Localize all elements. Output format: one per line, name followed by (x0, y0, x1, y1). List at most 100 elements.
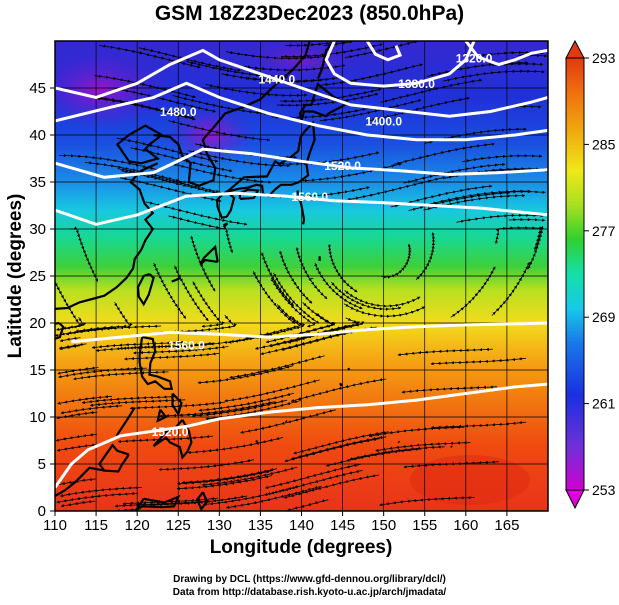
streamline (114, 87, 217, 113)
colorbar-tick-label: 261 (592, 396, 616, 412)
streamline (462, 154, 543, 163)
streamline (56, 443, 98, 452)
height-contour (55, 191, 548, 226)
credit-line-2: Data from http://database.rish.kyoto-u.a… (172, 587, 447, 598)
streamline (276, 92, 379, 107)
colorbar-body (565, 57, 585, 491)
coastline (339, 382, 343, 387)
streamline (69, 226, 99, 282)
x-axis-ticks: 110 115 120 125 130 135 140 145 150 155 160 165 (43, 511, 519, 534)
height-contour (55, 382, 548, 489)
y-tick-label: 45 (29, 80, 46, 97)
streamline (252, 271, 296, 324)
streamline (81, 395, 178, 405)
height-contour (365, 41, 403, 62)
streamline (55, 433, 97, 442)
x-tick-label: 155 (412, 517, 437, 534)
x-axis-label: Longitude (degrees) (210, 537, 393, 558)
streamline (501, 190, 546, 194)
streamline (168, 120, 271, 142)
height-contour (55, 81, 548, 142)
y-tick-label: 0 (38, 503, 46, 520)
wind-streamlines (55, 41, 548, 511)
streamline (241, 76, 344, 84)
y-tick-label: 10 (29, 409, 46, 426)
streamline (494, 226, 543, 244)
streamline (368, 425, 465, 438)
contour-label: 1320.0 (456, 52, 493, 66)
coastline (115, 407, 136, 437)
x-tick-label: 115 (84, 517, 108, 534)
streamline (379, 496, 475, 507)
height-contour (464, 41, 548, 67)
contour-label: 1480.0 (160, 105, 197, 119)
streamline (381, 243, 412, 279)
y-tick-label: 20 (29, 315, 46, 332)
streamline (99, 44, 201, 69)
streamline (426, 61, 529, 77)
coastline (450, 445, 453, 448)
x-tick-label: 165 (494, 517, 519, 534)
streamline (243, 64, 346, 72)
streamline (95, 343, 192, 353)
streamline (456, 213, 544, 223)
colorbar-tick-label: 293 (592, 50, 616, 66)
streamline (430, 357, 526, 366)
streamline (190, 235, 216, 292)
y-tick-label: 35 (29, 174, 46, 191)
streamline (129, 401, 226, 410)
streamline (260, 329, 356, 356)
credit-line-1: Drawing by DCL (https://www.gfd-dennou.o… (173, 574, 446, 585)
contour-label: 1400.0 (365, 115, 402, 129)
streamline (187, 436, 284, 455)
streamline (57, 366, 99, 375)
streamline (56, 410, 98, 420)
coastline (136, 273, 155, 307)
streamline (265, 463, 361, 489)
temperature-field: 1320.0 1380.0 1440.0 1480.0 1400.0 1520.0 1560… (55, 41, 548, 511)
colorbar: 253 261 269 277 285 293 (565, 39, 616, 510)
colorbar-top-arrow (565, 39, 585, 59)
streamline (397, 347, 493, 357)
streamline (277, 151, 380, 166)
streamline (225, 50, 328, 60)
streamline (55, 477, 96, 487)
coastline (255, 440, 259, 443)
streamline (491, 261, 530, 316)
streamline (159, 405, 255, 418)
contour-label: 1520.0 (324, 159, 361, 173)
colorbar-tick-label: 277 (592, 223, 616, 239)
streamline (450, 266, 496, 318)
streamline (401, 385, 497, 394)
streamline (197, 365, 294, 385)
height-contour (55, 147, 548, 179)
streamline (343, 303, 426, 318)
x-tick-label: 140 (289, 517, 314, 534)
colorbar-ticks: 253 261 269 277 285 293 (584, 50, 616, 498)
x-tick-label: 135 (248, 517, 273, 534)
coastline (98, 443, 130, 473)
x-tick-label: 145 (330, 517, 355, 534)
streamline (116, 137, 219, 163)
streamline (393, 142, 495, 165)
streamline (415, 232, 436, 280)
streamline (300, 162, 403, 183)
streamline (168, 215, 233, 254)
contour-label: 1520.0 (152, 425, 189, 439)
height-contours (55, 41, 548, 489)
streamline (225, 485, 322, 509)
colorbar-tick-label: 269 (592, 309, 616, 325)
contour-labels: 1320.0 1380.0 1440.0 1480.0 1400.0 1520.0 1560… (152, 52, 493, 439)
streamline (403, 460, 499, 469)
x-tick-label: 125 (166, 517, 191, 534)
coastline (347, 367, 351, 371)
streamline (59, 344, 81, 351)
y-axis-ticks: 0 5 10 15 20 25 30 35 40 45 (29, 80, 55, 520)
streamline (60, 499, 96, 508)
coastline (285, 420, 288, 423)
height-contour (55, 48, 548, 118)
streamline (344, 41, 418, 59)
y-tick-label: 30 (29, 221, 46, 238)
colorbar-tick-label: 253 (592, 482, 616, 498)
x-tick-label: 120 (125, 517, 150, 534)
